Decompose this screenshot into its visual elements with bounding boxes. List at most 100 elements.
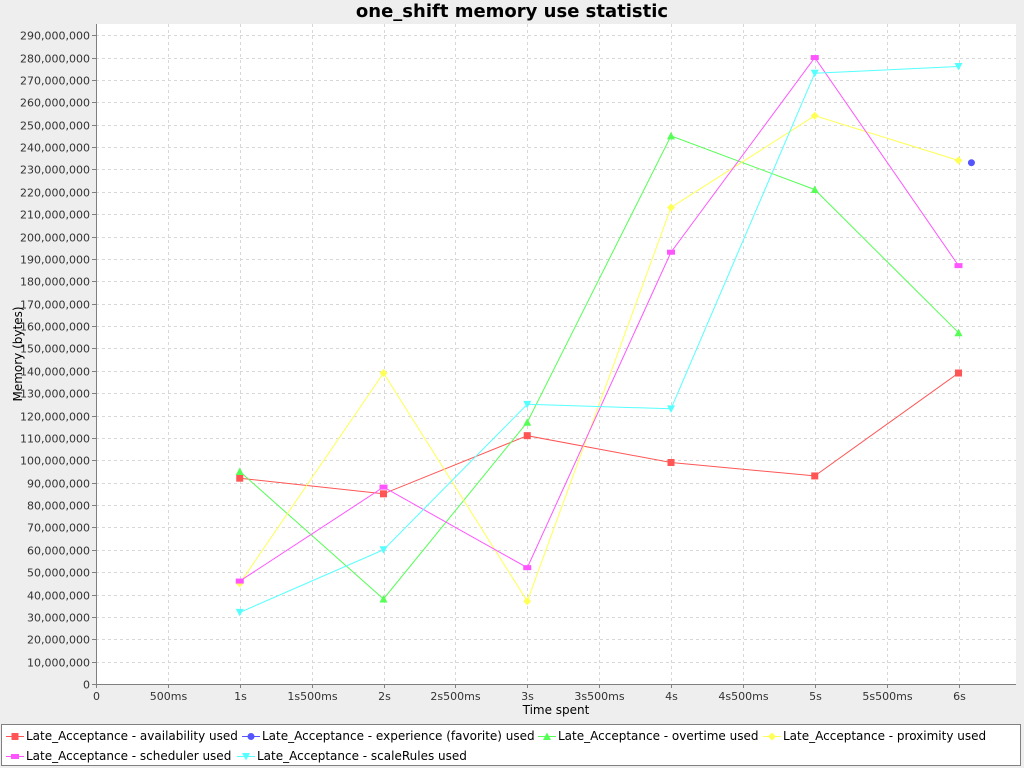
series-0	[236, 369, 962, 498]
series-4	[235, 55, 963, 584]
data-point	[379, 546, 388, 554]
legend-label: Late_Acceptance - scheduler used	[26, 749, 232, 763]
y-tick-label: 250,000,000	[20, 120, 90, 133]
data-point	[236, 474, 244, 482]
y-tick-label: 120,000,000	[20, 411, 90, 424]
data-point	[379, 594, 388, 603]
y-tick-label: 40,000,000	[27, 590, 90, 603]
data-point	[954, 263, 963, 269]
series-2	[235, 131, 963, 603]
legend-marker	[543, 732, 551, 740]
series-line	[239, 56, 959, 582]
y-tick-label: 60,000,000	[27, 545, 90, 558]
x-axis-label: Time spent	[522, 703, 590, 717]
y-tick-label: 50,000,000	[27, 567, 90, 580]
data-point	[523, 400, 532, 409]
y-axis-label: Memory (bytes)	[11, 306, 25, 401]
series-1	[967, 159, 975, 167]
series-line	[239, 135, 959, 600]
data-point	[523, 597, 532, 606]
legend-marker	[247, 733, 255, 740]
y-tick-label: 30,000,000	[27, 612, 90, 625]
x-tick-label: 3s	[521, 690, 534, 703]
x-tick-label: 4s500ms	[718, 690, 768, 703]
series-layer	[235, 55, 975, 617]
data-point	[955, 369, 962, 377]
data-point	[235, 608, 244, 617]
legend-swatch	[538, 732, 556, 740]
legend-marker	[11, 754, 19, 759]
data-point	[523, 418, 532, 426]
y-tick-label: 110,000,000	[20, 433, 90, 446]
data-point	[380, 490, 387, 498]
y-tick-label: 240,000,000	[20, 142, 90, 155]
y-tick-label: 170,000,000	[20, 299, 90, 312]
chart-plot: 0 10,000,000 20,000,000 30,000,000 40,000,00…	[11, 24, 1016, 717]
grid-lines	[96, 24, 1016, 684]
y-tick-label: 290,000,000	[20, 30, 90, 43]
x-tick-label: 3s500ms	[574, 690, 624, 703]
y-tick-label: 180,000,000	[20, 276, 90, 289]
y-tick-label: 220,000,000	[20, 187, 90, 200]
data-point	[235, 467, 244, 475]
data-point	[810, 185, 819, 194]
legend-label: Late_Acceptance - availability used	[26, 729, 238, 743]
legend-swatch	[242, 733, 260, 740]
y-tick-label: 200,000,000	[20, 232, 90, 245]
series-line	[239, 66, 959, 613]
data-point	[379, 484, 388, 490]
y-tick-label: 90,000,000	[27, 478, 90, 491]
y-tick-label: 260,000,000	[20, 97, 90, 110]
data-point	[523, 432, 531, 440]
y-tick-label: 190,000,000	[20, 254, 90, 267]
y-tick-label: 160,000,000	[20, 321, 90, 334]
x-tick-label: 4s	[665, 690, 678, 703]
data-point	[235, 578, 244, 584]
data-point	[379, 369, 388, 378]
x-tick-label: 0	[93, 690, 100, 703]
data-point	[967, 159, 975, 167]
x-tick-label: 500ms	[150, 690, 188, 703]
legend-swatch	[6, 733, 24, 740]
y-tick-label: 0	[83, 679, 90, 692]
axes: 0 10,000,000 20,000,000 30,000,000 40,000,00…	[20, 24, 1016, 703]
legend-label: Late_Acceptance - proximity used	[783, 729, 987, 743]
y-tick-label: 230,000,000	[20, 164, 90, 177]
data-point	[667, 131, 675, 140]
plot-area	[96, 24, 1016, 684]
data-point	[954, 63, 963, 71]
y-tick-label: 70,000,000	[27, 522, 90, 535]
x-tick-label: 1s	[234, 690, 247, 703]
data-point	[811, 472, 819, 480]
data-point	[954, 328, 963, 337]
y-tick-label: 140,000,000	[20, 366, 90, 379]
y-tick-label: 270,000,000	[20, 75, 90, 88]
data-point	[523, 565, 532, 571]
legend-swatch	[6, 754, 24, 759]
data-point	[954, 156, 963, 165]
legend-label: Late_Acceptance - scaleRules used	[257, 749, 467, 763]
series-5	[235, 63, 963, 617]
data-point	[810, 69, 819, 78]
x-tick-label: 5s	[809, 690, 822, 703]
data-point	[667, 203, 675, 212]
y-tick-label: 130,000,000	[20, 388, 90, 401]
y-tick-label: 20,000,000	[27, 634, 90, 647]
data-point	[667, 405, 675, 413]
y-tick-label: 80,000,000	[27, 500, 90, 513]
legend: Late_Acceptance - availability used Late_…	[1, 724, 1021, 766]
legend-marker	[242, 753, 250, 761]
legend-marker	[768, 732, 776, 741]
y-tick-label: 100,000,000	[20, 455, 90, 468]
data-point	[810, 55, 819, 61]
legend-swatch	[237, 753, 255, 761]
x-tick-label: 1s500ms	[287, 690, 337, 703]
x-tick-label: 2s	[378, 690, 391, 703]
series-line	[239, 372, 959, 495]
legend-swatch	[763, 732, 781, 741]
data-point	[810, 111, 819, 120]
x-tick-label: 2s500ms	[430, 690, 480, 703]
series-3	[235, 111, 963, 606]
legend-label: Late_Acceptance - overtime used	[558, 729, 759, 743]
y-tick-label: 210,000,000	[20, 209, 90, 222]
